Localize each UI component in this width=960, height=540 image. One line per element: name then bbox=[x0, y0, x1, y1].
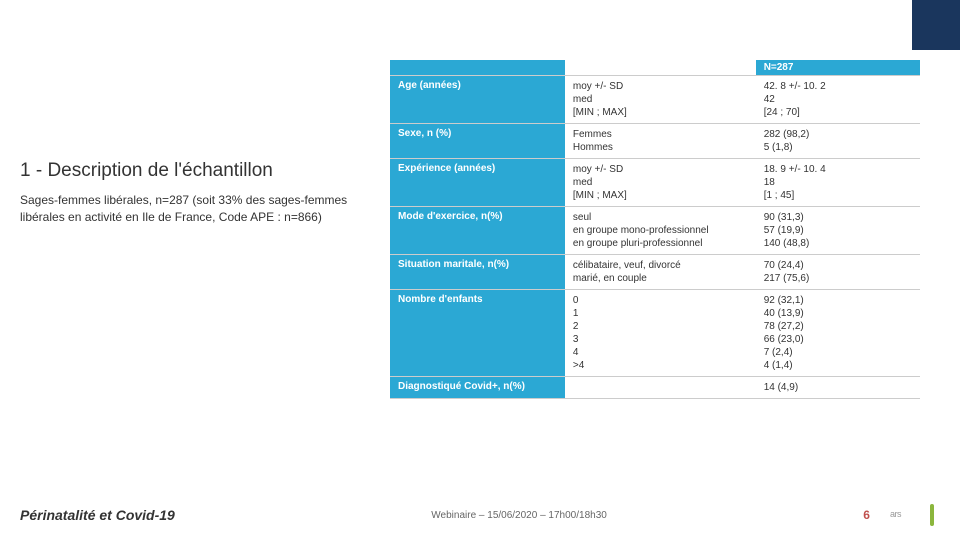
footer: Périnatalité et Covid-19 Webinaire – 15/… bbox=[20, 504, 930, 526]
row-mid: seul en groupe mono-professionnel en gro… bbox=[565, 207, 756, 255]
row-mid bbox=[565, 377, 756, 399]
main-content: 1 - Description de l'échantillon Sages-f… bbox=[0, 0, 960, 399]
row-label: Diagnostiqué Covid+, n(%) bbox=[390, 377, 565, 399]
row-mid: moy +/- SD med [MIN ; MAX] bbox=[565, 76, 756, 124]
row-value: 70 (24,4) 217 (75,6) bbox=[756, 255, 920, 290]
row-value: 14 (4,9) bbox=[756, 377, 920, 399]
n-header: N=287 bbox=[756, 60, 920, 76]
description-text: Sages-femmes libérales, n=287 (soit 33% … bbox=[20, 192, 380, 226]
data-table: N=287 Age (années)moy +/- SD med [MIN ; … bbox=[390, 60, 920, 399]
table-row: Diagnostiqué Covid+, n(%) 14 (4,9) bbox=[390, 377, 920, 399]
ars-logo: ars bbox=[890, 504, 930, 526]
table-row: Age (années)moy +/- SD med [MIN ; MAX]42… bbox=[390, 76, 920, 124]
table-container: N=287 Age (années)moy +/- SD med [MIN ; … bbox=[390, 60, 960, 399]
row-label: Nombre d'enfants bbox=[390, 290, 565, 377]
row-value: 92 (32,1) 40 (13,9) 78 (27,2) 66 (23,0) … bbox=[756, 290, 920, 377]
footer-meta: Webinaire – 15/06/2020 – 17h00/18h30 bbox=[431, 510, 607, 521]
logo-accent bbox=[930, 504, 934, 526]
row-label: Situation maritale, n(%) bbox=[390, 255, 565, 290]
row-mid: moy +/- SD med [MIN ; MAX] bbox=[565, 159, 756, 207]
top-accent bbox=[912, 0, 960, 50]
table-row: Situation maritale, n(%)célibataire, veu… bbox=[390, 255, 920, 290]
header-empty-2 bbox=[565, 60, 756, 76]
table-row: Mode d'exercice, n(%)seul en groupe mono… bbox=[390, 207, 920, 255]
left-panel: 1 - Description de l'échantillon Sages-f… bbox=[20, 60, 390, 399]
row-value: 282 (98,2) 5 (1,8) bbox=[756, 124, 920, 159]
page-number: 6 bbox=[863, 508, 870, 522]
row-value: 90 (31,3) 57 (19,9) 140 (48,8) bbox=[756, 207, 920, 255]
row-mid: célibataire, veuf, divorcé marié, en cou… bbox=[565, 255, 756, 290]
row-label: Mode d'exercice, n(%) bbox=[390, 207, 565, 255]
table-row: Expérience (années)moy +/- SD med [MIN ;… bbox=[390, 159, 920, 207]
row-label: Sexe, n (%) bbox=[390, 124, 565, 159]
table-header-row: N=287 bbox=[390, 60, 920, 76]
row-value: 42. 8 +/- 10. 2 42 [24 ; 70] bbox=[756, 76, 920, 124]
header-empty-1 bbox=[390, 60, 565, 76]
footer-title: Périnatalité et Covid-19 bbox=[20, 507, 175, 523]
row-label: Expérience (années) bbox=[390, 159, 565, 207]
section-title: 1 - Description de l'échantillon bbox=[20, 160, 380, 182]
table-row: Sexe, n (%)Femmes Hommes282 (98,2) 5 (1,… bbox=[390, 124, 920, 159]
row-label: Age (années) bbox=[390, 76, 565, 124]
footer-right: 6 ars bbox=[863, 504, 930, 526]
row-value: 18. 9 +/- 10. 4 18 [1 ; 45] bbox=[756, 159, 920, 207]
row-mid: 0 1 2 3 4 >4 bbox=[565, 290, 756, 377]
table-row: Nombre d'enfants0 1 2 3 4 >492 (32,1) 40… bbox=[390, 290, 920, 377]
row-mid: Femmes Hommes bbox=[565, 124, 756, 159]
